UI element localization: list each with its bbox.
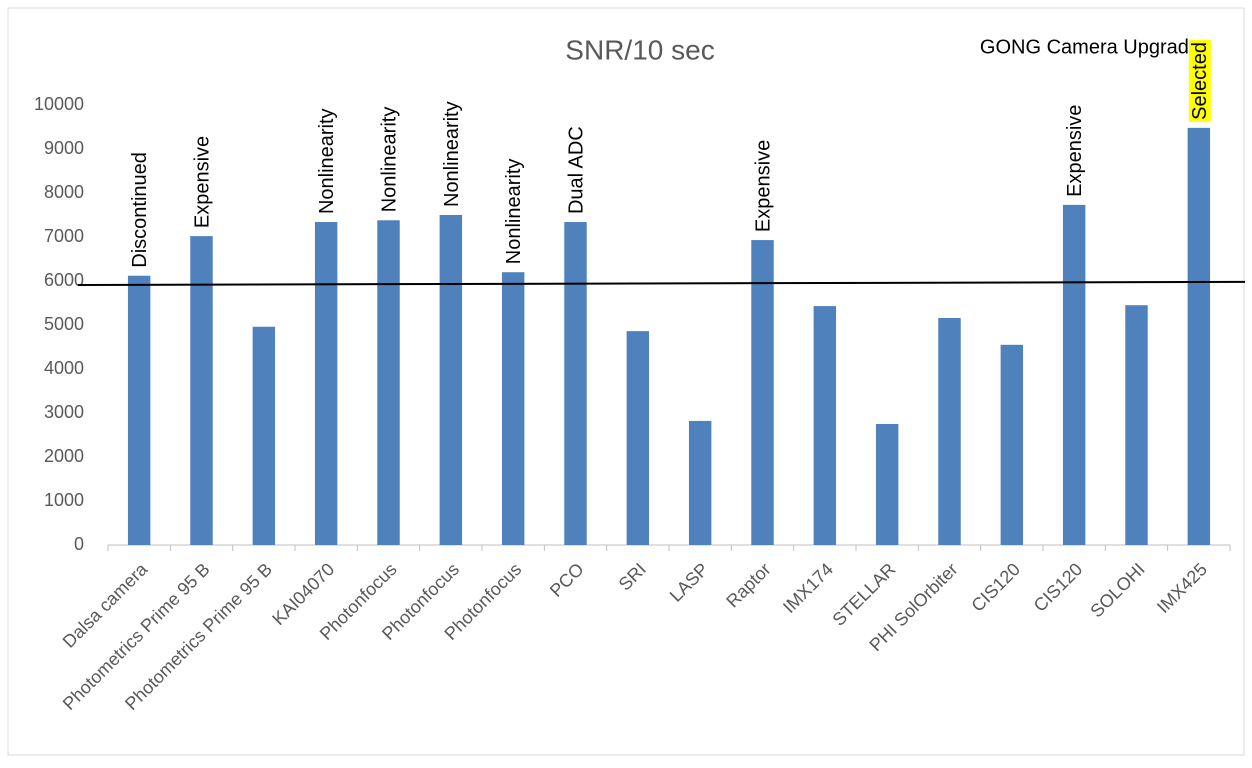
bar-annotation: Expensive [753,140,775,232]
bar [127,275,151,545]
bar [439,215,463,545]
bar [938,317,961,545]
y-tick-label: 7000 [44,226,84,246]
chart-border [7,7,1245,756]
bar [252,326,276,545]
bar [1187,127,1211,545]
bar-annotation: Discontinued [129,152,151,268]
bar-annotation: Nonlinearity [316,108,338,214]
annotation-highlight [1188,40,1211,122]
y-tick-label: 1000 [44,490,84,510]
bar [751,240,774,545]
y-tick-label: 2000 [44,446,84,466]
bar-annotation: Nonlinearity [503,159,525,265]
bar-annotation: Selected [1189,42,1211,120]
bar-annotation: Dual ADC [566,126,588,214]
bar [190,236,213,545]
bar [626,331,650,545]
y-tick-label: 10000 [34,94,84,114]
bar-annotation: Expensive [1064,105,1086,197]
bar [688,420,712,545]
chart-title: SNR/10 sec [565,34,714,65]
y-tick-label: 3000 [44,402,84,422]
bar [1125,305,1148,545]
bar-annotation: Nonlinearity [441,101,463,207]
bar [875,424,899,545]
bar-annotation: Nonlinearity [379,107,401,213]
bar [813,306,837,545]
y-tick-label: 8000 [44,182,84,202]
bar [377,220,400,545]
y-tick-label: 5000 [44,314,84,334]
bar [314,222,338,546]
bar-annotation: Expensive [192,136,214,228]
y-tick-label: 0 [74,534,84,554]
bar [501,272,525,545]
bar [564,222,587,546]
bar [1000,344,1024,545]
bar [1062,204,1086,545]
chart-subtitle: GONG Camera Upgrade [980,36,1200,58]
y-tick-label: 6000 [44,270,84,290]
reference-line [77,280,1246,286]
y-tick-label: 4000 [44,358,84,378]
y-tick-label: 9000 [44,138,84,158]
